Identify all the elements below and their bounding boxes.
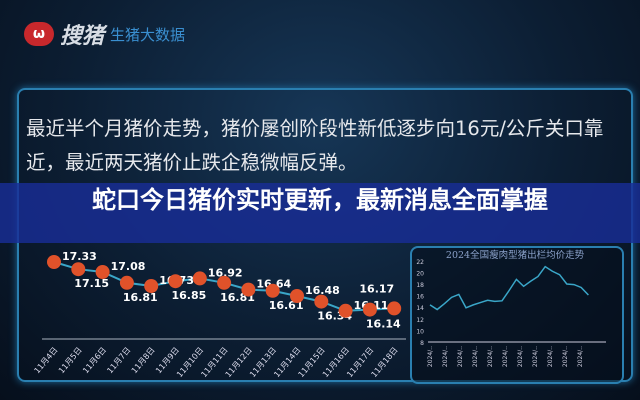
headline: 蛇口今日猪价实时更新，最新消息全面掌握 xyxy=(92,186,548,214)
inset-y-tick: 16 xyxy=(416,294,424,301)
inset-y-tick: 14 xyxy=(416,305,424,312)
data-point xyxy=(362,302,377,317)
data-label: 16.17 xyxy=(359,282,394,295)
x-tick-label: 11月5日 xyxy=(57,346,84,376)
x-tick-label: 11月8日 xyxy=(130,346,157,376)
inset-y-tick: 22 xyxy=(416,259,424,266)
inset-x-tick: 2024/.. xyxy=(472,346,479,367)
inset-x-tick: 2024/.. xyxy=(517,346,524,367)
logo-subtitle: 生猪大数据 xyxy=(110,25,186,44)
data-point xyxy=(71,262,86,277)
inset-x-tick: 2024/.. xyxy=(547,346,554,367)
data-label: 16.14 xyxy=(366,318,401,331)
data-label: 16.85 xyxy=(172,289,207,302)
data-point xyxy=(265,283,280,298)
inset-x-tick: 2024/.. xyxy=(577,346,584,367)
x-tick-label: 11月7日 xyxy=(105,346,132,376)
inset-x-tick: 2024/.. xyxy=(532,346,539,367)
data-point xyxy=(192,271,207,286)
data-label: 17.08 xyxy=(111,260,146,273)
x-tick-label: 11月4日 xyxy=(33,346,60,376)
logo-brand: 搜猪 xyxy=(60,23,105,49)
data-point xyxy=(95,265,110,279)
data-point xyxy=(217,275,232,290)
logo: ω 搜猪 生猪大数据 xyxy=(24,18,185,50)
data-point xyxy=(168,274,183,289)
data-point xyxy=(338,303,353,318)
data-label: 17.15 xyxy=(74,277,109,290)
description-text: 最近半个月猪价走势，猪价屡创阶段性新低逐步向16元/公斤关口靠近，最近两天猪价止… xyxy=(26,117,604,174)
inset-y-tick: 8 xyxy=(420,340,424,347)
inset-y-tick: 10 xyxy=(416,328,424,335)
data-point xyxy=(290,289,304,303)
x-tick-label: 11月6日 xyxy=(81,346,108,376)
inset-x-tick: 2024/.. xyxy=(427,346,434,367)
data-point xyxy=(119,275,134,290)
data-label: 17.33 xyxy=(62,250,97,263)
data-point xyxy=(241,282,256,297)
data-label: 16.81 xyxy=(123,291,158,304)
inset-y-tick: 20 xyxy=(416,270,424,277)
inset-x-tick: 2024/.. xyxy=(562,346,569,367)
inset-y-tick: 18 xyxy=(416,282,424,289)
headline-banner xyxy=(0,183,640,243)
data-point xyxy=(387,301,402,316)
inset-x-tick: 2024/.. xyxy=(487,346,494,367)
inset-x-tick: 2024/.. xyxy=(457,346,464,367)
logo-mark: ω xyxy=(24,22,54,46)
inset-chart-title: 2024全国瘦肉型猪出栏均价走势 xyxy=(445,250,585,261)
inset-x-tick: 2024/.. xyxy=(442,346,449,367)
inset-x-tick: 2024/.. xyxy=(502,346,509,367)
data-label: 16.92 xyxy=(208,266,243,279)
data-point xyxy=(314,294,329,309)
inset-chart-panel xyxy=(410,246,624,384)
inset-series-line xyxy=(429,265,589,311)
data-point xyxy=(47,255,61,269)
inset-y-tick: 12 xyxy=(416,317,424,324)
data-label: 16.48 xyxy=(305,284,340,297)
data-point xyxy=(144,279,159,293)
